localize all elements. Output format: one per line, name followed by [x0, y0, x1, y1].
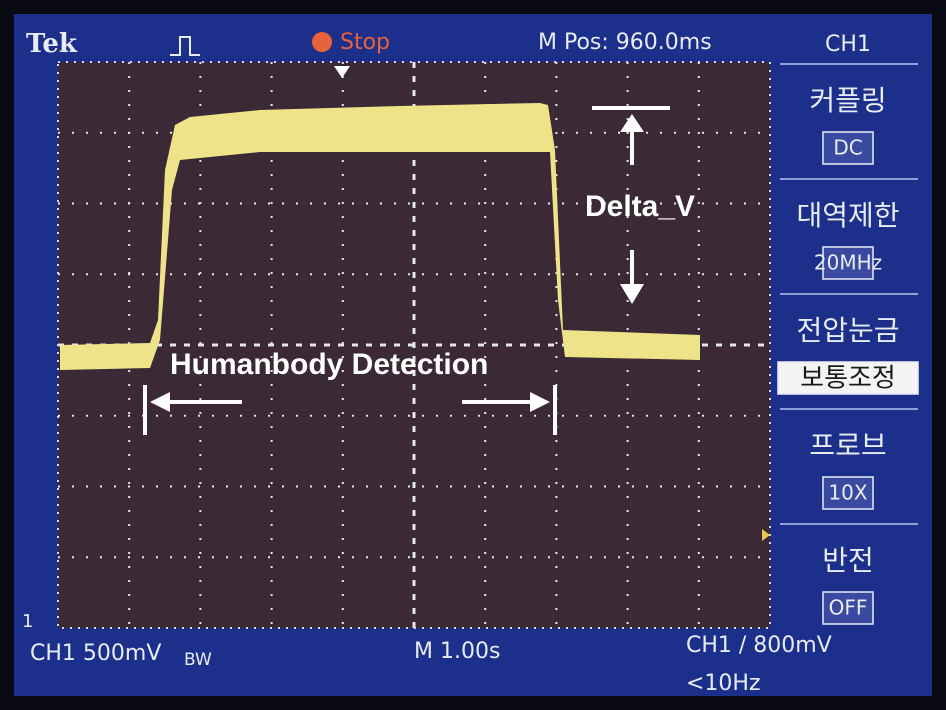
menu-value: OFF — [829, 596, 868, 620]
detection-label: Humanbody Detection — [170, 348, 488, 381]
oscilloscope-screen: Tek Stop M Pos: 960.0ms CH1 커플링 DC 대역제한 20M… — [0, 0, 946, 710]
stop-icon — [312, 32, 332, 52]
trigger-level: CH1 / 800mV — [686, 633, 832, 658]
menu-label: 커플링 — [809, 84, 886, 117]
menu-label: 프로브 — [809, 429, 886, 462]
channel-marker: 1 — [22, 611, 33, 632]
run-status: Stop — [340, 30, 390, 55]
menu-label: 전압눈금 — [796, 314, 899, 347]
menu-value: 10X — [828, 481, 867, 505]
channel-scale: CH1 500mV — [30, 641, 161, 666]
timebase: M 1.00s — [414, 639, 500, 664]
menu-value: DC — [833, 136, 862, 160]
delta-label: Delta_V — [585, 190, 695, 223]
menu-label: 반전 — [822, 544, 874, 577]
menu-label: 대역제한 — [796, 199, 899, 232]
brand: Tek — [26, 29, 78, 59]
trigger-frequency: <10Hz — [686, 671, 761, 696]
menu-value: 보통조정 — [800, 364, 896, 394]
bandwidth-limit: BW — [184, 650, 212, 670]
menu-title: CH1 — [825, 32, 871, 57]
horizontal-position: M Pos: 960.0ms — [538, 30, 712, 55]
menu-value: 20MHz — [814, 251, 882, 275]
